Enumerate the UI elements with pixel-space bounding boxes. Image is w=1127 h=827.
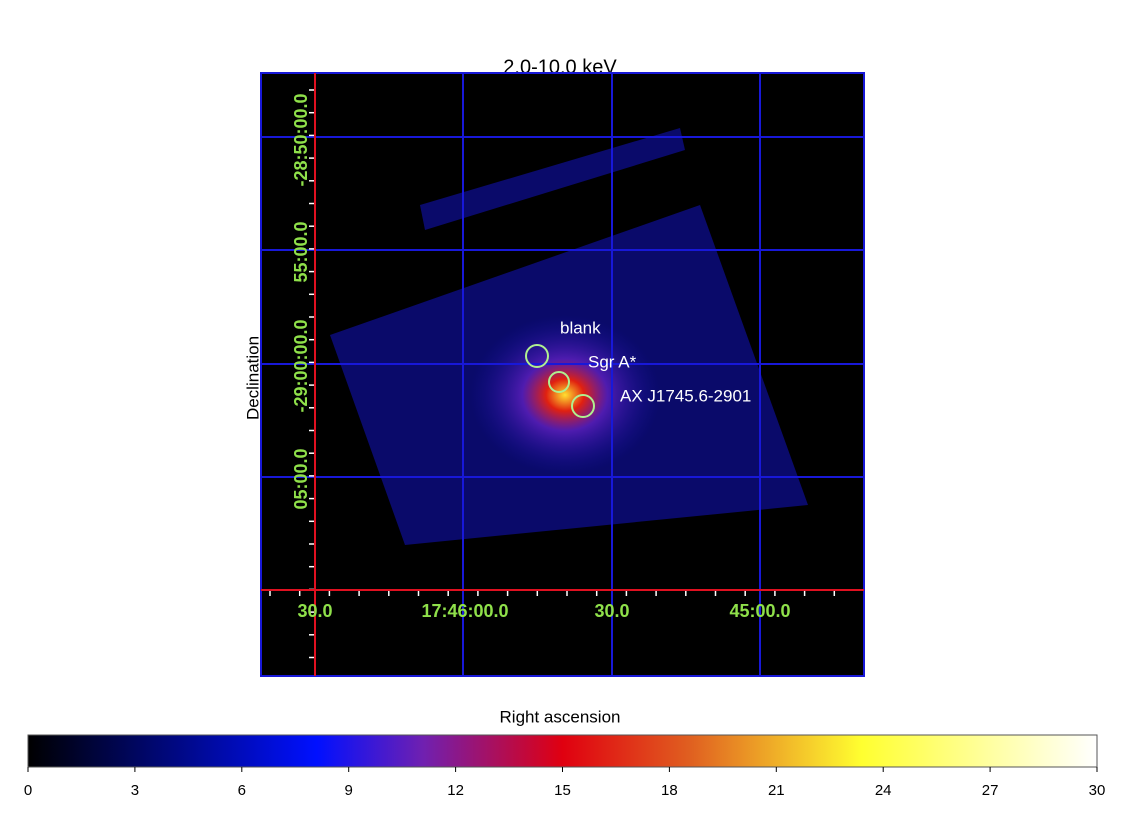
colorbar-ticks: 0 3 6 9 12 15 18 21 24 27 30: [24, 767, 1106, 799]
region-label: Sgr A*: [588, 352, 637, 371]
ra-label: 45:00.0: [729, 601, 790, 621]
colorbar: [27, 734, 1098, 768]
dec-label: 55:00.0: [291, 221, 311, 282]
colorbar-tick-label: 6: [238, 782, 246, 799]
colorbar-tick-label: 24: [875, 782, 892, 799]
colorbar-tick-label: 3: [131, 782, 139, 799]
dec-label: 05:00.0: [291, 448, 311, 509]
colorbar-tick-label: 18: [661, 782, 678, 799]
colorbar-tick-label: 30: [1089, 782, 1106, 799]
dec-label: -28:50:00.0: [291, 93, 311, 186]
dec-label: -29:00:00.0: [291, 319, 311, 412]
colorbar-tick-label: 15: [554, 782, 571, 799]
colorbar-tick-label: 27: [982, 782, 999, 799]
colorbar-tick-label: 9: [345, 782, 353, 799]
colorbar-tick-label: 21: [768, 782, 785, 799]
colorbar-tick-label: 0: [24, 782, 32, 799]
colorbar-tick-label: 12: [447, 782, 464, 799]
grid: [261, 73, 864, 676]
region-label: blank: [560, 318, 601, 337]
strip: [420, 128, 685, 230]
region-label: AX J1745.6-2901: [620, 386, 751, 405]
frame: [260, 72, 865, 677]
y-axis-label: Declination: [243, 336, 262, 420]
ra-label: 17:46:00.0: [421, 601, 508, 621]
ra-label: 30.0: [297, 601, 332, 621]
x-axis-label: Right ascension: [500, 707, 621, 726]
ra-label: 30.0: [594, 601, 629, 621]
regions: [525, 344, 595, 418]
